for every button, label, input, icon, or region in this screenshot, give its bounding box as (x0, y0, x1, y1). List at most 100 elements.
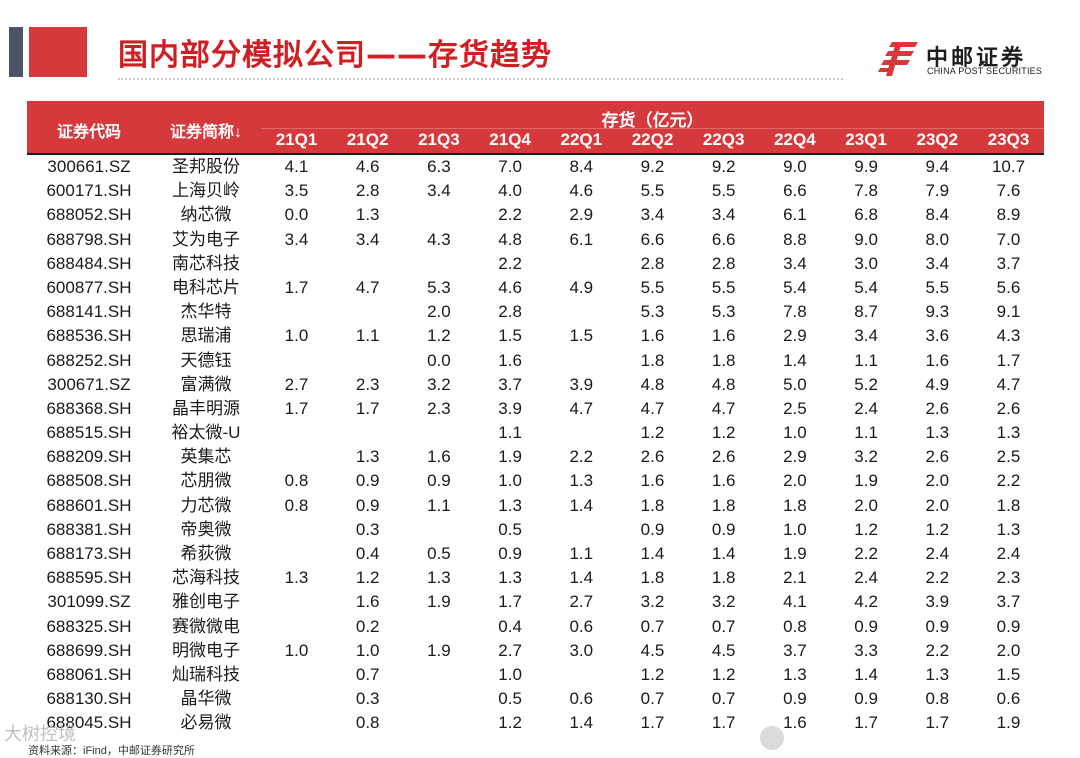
column-header-quarter[interactable]: 22Q2 (631, 130, 674, 149)
source-note: 资料来源：iFind，中邮证券研究所 (28, 745, 195, 757)
cell-inventory-value: 3.9 (569, 374, 594, 394)
cell-inventory-value: 1.7 (925, 713, 950, 733)
cell-inventory-value: 3.2 (427, 374, 451, 394)
cell-inventory-value: 1.3 (925, 664, 950, 684)
cell-inventory-value: 8.0 (925, 229, 950, 249)
column-header-name[interactable]: 证券简称↓ (169, 124, 242, 141)
cell-inventory-value: 0.5 (498, 689, 522, 709)
cell-inventory-value: 2.4 (996, 544, 1021, 563)
cell-inventory-value: 0.9 (925, 616, 950, 636)
cell-inventory-value: 0.9 (711, 519, 736, 539)
watermark-badge (760, 724, 1080, 754)
cell-security-code: 300661.SZ (47, 157, 131, 176)
column-header-quarter[interactable]: 22Q1 (560, 130, 603, 149)
cell-inventory-value: 1.2 (711, 423, 736, 443)
table-row: 300661.SZ 圣邦股份 4.1 4.6 6.3 7.0 8.4 9.2 9.2 9.0 9.9… (27, 155, 1044, 179)
cell-inventory-value: 1.3 (355, 447, 380, 467)
cell-security-code: 688515.SH (46, 423, 132, 443)
cell-security-name: 圣邦股份 (172, 157, 240, 176)
page-title: 国内部分模拟公司——存货趋势 (118, 38, 552, 73)
cell-inventory-value: 1.1 (498, 423, 522, 443)
cell-inventory-value: 1.7 (498, 592, 522, 612)
cell-inventory-value: 1.6 (925, 350, 950, 370)
column-header-quarter[interactable]: 21Q3 (418, 130, 460, 149)
cell-inventory-value: 5.2 (854, 374, 878, 394)
cell-inventory-value: 6.6 (711, 229, 736, 249)
table-row: 688141.SH 杰华特 2.0 2.8 5.3 5.3 7.8 8.7 9.3 9.1 (27, 300, 1044, 324)
cell-inventory-value: 2.7 (284, 374, 309, 394)
cell-inventory-value: 0.9 (783, 689, 807, 709)
cell-inventory-value: 0.9 (996, 616, 1021, 636)
watermark-text: 大树控境 (4, 724, 76, 745)
cell-inventory-value: 3.4 (355, 229, 380, 249)
cell-inventory-value: 2.9 (569, 205, 594, 225)
column-header-quarter[interactable]: 22Q4 (774, 130, 816, 149)
cell-inventory-value: 1.5 (996, 664, 1021, 684)
watermark-logo-icon (760, 726, 784, 750)
cell-inventory-value: 3.3 (854, 640, 878, 660)
cell-inventory-value: 4.5 (640, 640, 665, 660)
cell-inventory-value: 3.2 (640, 592, 665, 612)
cell-security-name: 帝奥微 (180, 519, 232, 539)
cell-inventory-value: 2.3 (427, 398, 451, 418)
table-row: 688699.SH 明微电子 1.0 1.0 1.9 2.7 3.0 4.5 4.5 3.7 3.3… (27, 639, 1044, 663)
cell-inventory-value: 5.5 (640, 277, 665, 297)
column-header-quarter[interactable]: 21Q2 (346, 130, 389, 149)
cell-inventory-value: 5.5 (711, 181, 736, 201)
table-row: 688052.SH 纳芯微 0.0 1.3 2.2 2.9 3.4 3.4 6.1 6.8 8.4 8… (27, 203, 1044, 227)
cell-security-name: 电科芯片 (172, 277, 240, 297)
column-header-quarter[interactable]: 23Q3 (987, 130, 1030, 149)
column-header-quarter[interactable]: 21Q1 (275, 130, 318, 149)
cell-inventory-value: 1.6 (640, 326, 665, 346)
cell-inventory-value: 5.5 (711, 277, 736, 297)
cell-inventory-value: 2.1 (783, 568, 807, 588)
cell-inventory-value: 2.5 (783, 398, 807, 418)
cell-inventory-value: 4.3 (427, 229, 451, 249)
cell-security-code: 688381.SH (46, 519, 132, 539)
cell-inventory-value: 1.9 (427, 640, 451, 660)
table-row: 688381.SH 帝奥微 0.3 0.5 0.9 0.9 1.0 1.2 1.2 1.3 (27, 518, 1044, 542)
cell-inventory-value: 3.7 (498, 374, 522, 394)
cell-inventory-value: 7.0 (996, 229, 1021, 249)
table-row: 301099.SZ 雅创电子 1.6 1.9 1.7 2.7 3.2 3.2 4.1 4.2 3.9… (27, 590, 1044, 614)
column-header-code[interactable]: 证券代码 (56, 124, 121, 141)
cell-inventory-value: 1.8 (711, 350, 736, 370)
cell-security-name: 芯海科技 (172, 568, 240, 588)
cell-inventory-value: 0.8 (925, 689, 950, 709)
cell-inventory-value: 0.5 (427, 544, 451, 563)
cell-inventory-value: 2.4 (854, 568, 878, 588)
cell-security-name: 晶丰明源 (172, 398, 240, 418)
cell-inventory-value: 8.7 (854, 302, 878, 322)
cell-inventory-value: 1.2 (640, 423, 665, 443)
cell-inventory-value: 1.5 (498, 326, 522, 346)
cell-inventory-value: 4.5 (711, 640, 736, 660)
cell-inventory-value: 8.8 (783, 229, 807, 249)
cell-inventory-value: 9.2 (711, 157, 736, 176)
title-divider (118, 78, 843, 80)
cell-inventory-value: 5.3 (427, 277, 451, 297)
cell-security-code: 688141.SH (46, 302, 132, 322)
cell-inventory-value: 0.7 (640, 689, 665, 709)
cell-inventory-value: 0.6 (569, 689, 594, 709)
header-rule (27, 153, 1044, 155)
cell-inventory-value: 0.3 (355, 689, 380, 709)
cell-inventory-value: 1.7 (996, 350, 1021, 370)
cell-inventory-value: 2.3 (355, 374, 380, 394)
cell-inventory-value: 2.2 (569, 447, 594, 467)
column-header-quarter[interactable]: 23Q2 (916, 130, 959, 149)
cell-security-code: 688595.SH (46, 568, 132, 588)
table-row: 688130.SH 晶华微 0.3 0.5 0.6 0.7 0.7 0.9 0.9 0.8 0.6 (27, 687, 1044, 711)
cell-inventory-value: 4.7 (355, 277, 380, 297)
column-header-quarter[interactable]: 21Q4 (489, 130, 531, 149)
cell-security-name: 上海贝岭 (172, 181, 240, 201)
table-row: 688061.SH 灿瑞科技 0.7 1.0 1.2 1.2 1.3 1.4 1.3 1.5 (27, 663, 1044, 687)
cell-inventory-value: 0.7 (711, 616, 736, 636)
cell-inventory-value: 0.4 (355, 544, 380, 563)
cell-inventory-value: 1.6 (711, 326, 736, 346)
column-header-quarter[interactable]: 23Q1 (845, 130, 887, 149)
cell-inventory-value: 5.4 (783, 277, 807, 297)
column-header-quarter[interactable]: 22Q3 (702, 130, 745, 149)
cell-inventory-value: 10.7 (991, 157, 1026, 176)
cell-inventory-value: 2.0 (925, 495, 950, 515)
table-row: 600171.SH 上海贝岭 3.5 2.8 3.4 4.0 4.6 5.5 5.5 6.6 7.8… (27, 179, 1044, 203)
